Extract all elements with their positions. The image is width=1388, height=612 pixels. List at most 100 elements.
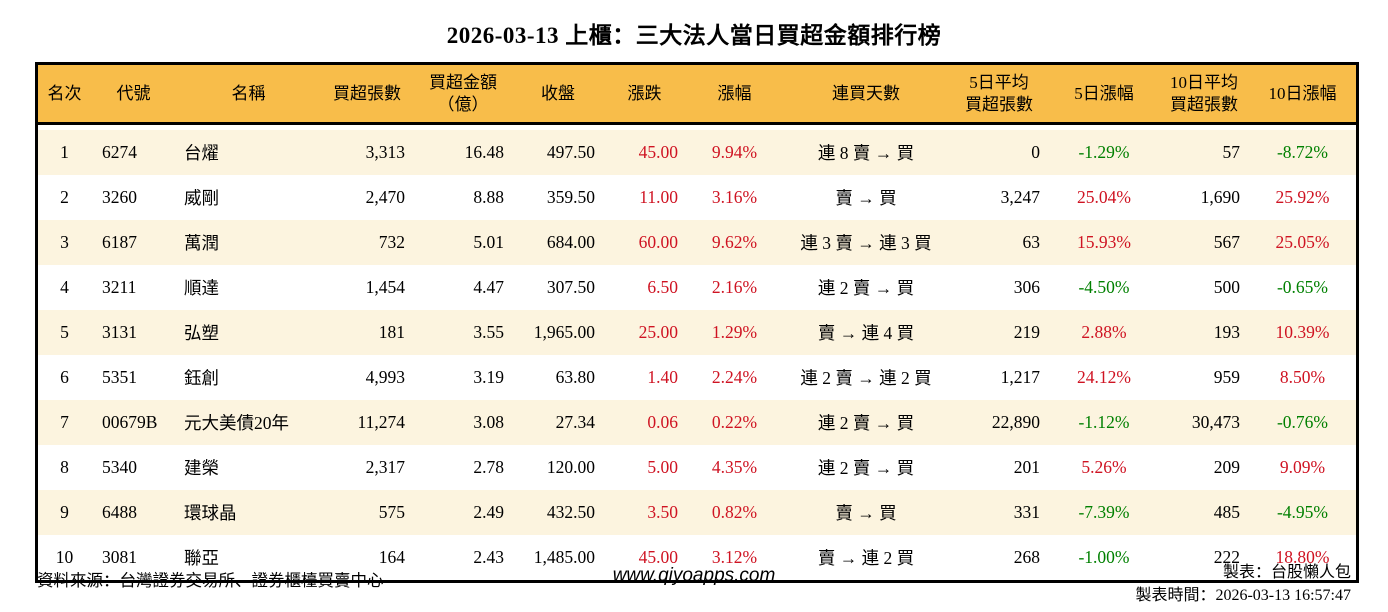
streak-cell: 賣 → 連 4 買 — [783, 310, 949, 355]
streak-cell: 連 2 賣 → 買 — [783, 265, 949, 310]
rank-cell: 4 — [38, 265, 91, 310]
stock-code-cell: 3131 — [91, 310, 176, 355]
change-pct-cell: 2.16% — [686, 265, 783, 310]
avg10-volume-cell: 30,473 — [1159, 400, 1249, 445]
pct5-cell: -7.39% — [1049, 490, 1159, 535]
stock-code-cell: 00679B — [91, 400, 176, 445]
change-pct-cell: 1.29% — [686, 310, 783, 355]
stock-name-cell: 威剛 — [176, 175, 321, 220]
net-buy-amount-cell: 8.88 — [413, 175, 513, 220]
col-header-change: 漲跌 — [603, 65, 686, 125]
net-buy-volume-cell: 164 — [321, 535, 413, 580]
pct5-cell: 25.04% — [1049, 175, 1159, 220]
avg5-volume-cell: 1,217 — [949, 355, 1049, 400]
net-buy-amount-cell: 2.43 — [413, 535, 513, 580]
stock-name-cell: 弘塑 — [176, 310, 321, 355]
net-buy-amount-cell: 4.47 — [413, 265, 513, 310]
pct5-cell: -1.29% — [1049, 130, 1159, 175]
pct5-cell: 5.26% — [1049, 445, 1159, 490]
change-pct-cell: 0.82% — [686, 490, 783, 535]
stock-code-cell: 6274 — [91, 130, 176, 175]
table-body: 1 6274 台燿 3,313 16.48 497.50 45.00 9.94%… — [38, 125, 1356, 580]
table-row: 10 3081 聯亞 164 2.43 1,485.00 45.00 3.12%… — [38, 535, 1356, 580]
close-price-cell: 497.50 — [513, 130, 603, 175]
data-source-note: 資料來源：台灣證券交易所、證券櫃檯買賣中心 — [37, 571, 384, 590]
streak-cell: 連 2 賣 → 買 — [783, 400, 949, 445]
stock-name-cell: 建榮 — [176, 445, 321, 490]
table-row: 3 6187 萬潤 732 5.01 684.00 60.00 9.62% 連 … — [38, 220, 1356, 265]
rank-cell: 1 — [38, 130, 91, 175]
avg5-volume-cell: 331 — [949, 490, 1049, 535]
col-header-net-buy-amt: 買超金額 （億） — [413, 65, 513, 125]
pct10-cell: 25.05% — [1249, 220, 1356, 265]
pct5-cell: 24.12% — [1049, 355, 1159, 400]
net-buy-amount-cell: 2.49 — [413, 490, 513, 535]
avg5-volume-cell: 63 — [949, 220, 1049, 265]
pct10-cell: -0.76% — [1249, 400, 1356, 445]
stock-code-cell: 3081 — [91, 535, 176, 580]
rank-cell: 9 — [38, 490, 91, 535]
table-row: 8 5340 建榮 2,317 2.78 120.00 5.00 4.35% 連… — [38, 445, 1356, 490]
stock-name-cell: 萬潤 — [176, 220, 321, 265]
change-cell: 45.00 — [603, 130, 686, 175]
table-row: 2 3260 威剛 2,470 8.88 359.50 11.00 3.16% … — [38, 175, 1356, 220]
pct10-cell: 9.09% — [1249, 445, 1356, 490]
stock-code-cell: 3260 — [91, 175, 176, 220]
avg10-volume-cell: 222 — [1159, 535, 1249, 580]
change-pct-cell: 0.22% — [686, 400, 783, 445]
col-header-code: 代號 — [91, 65, 176, 125]
col-header-avg10-vol: 10日平均 買超張數 — [1159, 65, 1249, 125]
net-buy-volume-cell: 3,313 — [321, 130, 413, 175]
avg5-volume-cell: 306 — [949, 265, 1049, 310]
table-row: 7 00679B 元大美債20年 11,274 3.08 27.34 0.06 … — [38, 400, 1356, 445]
streak-cell: 賣 → 買 — [783, 175, 949, 220]
stock-name-cell: 鈺創 — [176, 355, 321, 400]
rank-cell: 6 — [38, 355, 91, 400]
avg10-volume-cell: 485 — [1159, 490, 1249, 535]
pct10-cell: 8.50% — [1249, 355, 1356, 400]
ranking-table: 名次 代號 名稱 買超張數 買超金額 （億） 收盤 漲跌 漲幅 連買天數 5日平… — [35, 62, 1359, 583]
stock-name-cell: 台燿 — [176, 130, 321, 175]
pct5-cell: 15.93% — [1049, 220, 1159, 265]
net-buy-amount-cell: 5.01 — [413, 220, 513, 265]
close-price-cell: 120.00 — [513, 445, 603, 490]
net-buy-volume-cell: 4,993 — [321, 355, 413, 400]
rank-cell: 7 — [38, 400, 91, 445]
pct5-cell: -1.00% — [1049, 535, 1159, 580]
net-buy-volume-cell: 1,454 — [321, 265, 413, 310]
close-price-cell: 27.34 — [513, 400, 603, 445]
page-title: 2026-03-13 上櫃：三大法人當日買超金額排行榜 — [446, 23, 942, 48]
close-price-cell: 1,485.00 — [513, 535, 603, 580]
change-cell: 60.00 — [603, 220, 686, 265]
close-price-cell: 1,965.00 — [513, 310, 603, 355]
website-text: www.qiyoapps.com — [612, 565, 776, 586]
avg10-volume-cell: 567 — [1159, 220, 1249, 265]
stock-name-cell: 聯亞 — [176, 535, 321, 580]
maker-text: 製表：台股懶人包 — [1222, 564, 1351, 581]
rank-cell: 8 — [38, 445, 91, 490]
made-time-text: 製表時間：2026-03-13 16:57:47 — [1135, 586, 1351, 604]
close-price-cell: 307.50 — [513, 265, 603, 310]
col-header-avg5-vol: 5日平均 買超張數 — [949, 65, 1049, 125]
col-header-change-pct: 漲幅 — [686, 65, 783, 125]
streak-cell: 連 3 賣 → 連 3 買 — [783, 220, 949, 265]
net-buy-volume-cell: 181 — [321, 310, 413, 355]
net-buy-volume-cell: 732 — [321, 220, 413, 265]
avg10-volume-cell: 209 — [1159, 445, 1249, 490]
net-buy-amount-cell: 3.19 — [413, 355, 513, 400]
pct10-cell: -8.72% — [1249, 130, 1356, 175]
rank-cell: 5 — [38, 310, 91, 355]
col-header-pct10: 10日漲幅 — [1249, 65, 1356, 125]
change-cell: 1.40 — [603, 355, 686, 400]
streak-cell: 連 8 賣 → 買 — [783, 130, 949, 175]
streak-cell: 連 2 賣 → 買 — [783, 445, 949, 490]
avg10-volume-cell: 1,690 — [1159, 175, 1249, 220]
table-row: 6 5351 鈺創 4,993 3.19 63.80 1.40 2.24% 連 … — [38, 355, 1356, 400]
table-row: 1 6274 台燿 3,313 16.48 497.50 45.00 9.94%… — [38, 130, 1356, 175]
pct5-cell: -4.50% — [1049, 265, 1159, 310]
change-pct-cell: 3.16% — [686, 175, 783, 220]
net-buy-volume-cell: 2,470 — [321, 175, 413, 220]
rank-cell: 3 — [38, 220, 91, 265]
change-pct-cell: 9.62% — [686, 220, 783, 265]
